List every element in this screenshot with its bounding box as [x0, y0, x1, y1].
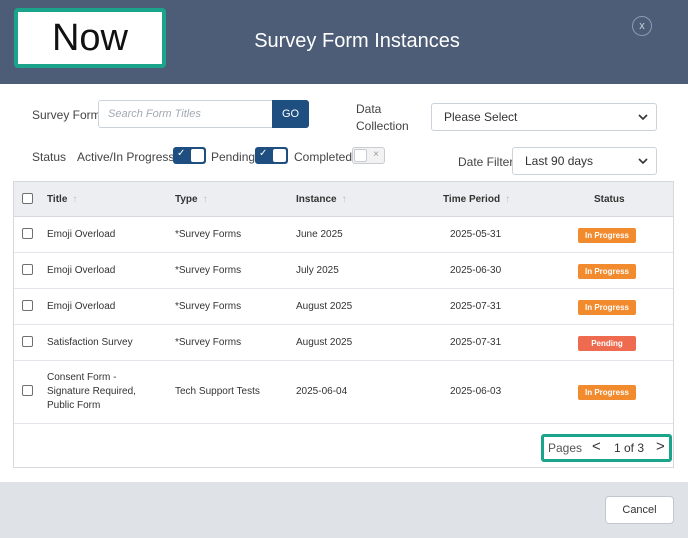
row-checkbox[interactable] [22, 264, 33, 275]
row-time-period: 2025-05-31 [450, 229, 502, 240]
row-title[interactable]: Emoji Overload [47, 301, 116, 312]
row-title-line[interactable]: Consent Form - [47, 372, 117, 383]
active-toggle[interactable]: ✓ [173, 147, 206, 164]
data-collection-label-line2: Collection [356, 119, 409, 133]
pagination-label: Pages [548, 441, 583, 455]
check-icon: ✓ [177, 148, 186, 159]
date-filter-label: Date Filter [458, 155, 514, 169]
column-header-instance-label: Instance [296, 194, 337, 205]
modal-footer [0, 482, 688, 538]
sort-arrow-icon: ↑ [341, 194, 347, 205]
chevron-down-icon [638, 158, 648, 165]
row-type: *Survey Forms [175, 265, 242, 276]
row-time-period: 2025-06-03 [450, 386, 502, 397]
column-header-time-period-label: Time Period [443, 194, 501, 205]
status-badge: In Progress [578, 300, 636, 315]
row-title-line[interactable]: Signature Required, [47, 386, 136, 397]
column-header-instance[interactable]: Instance ↑ [296, 194, 347, 205]
next-page-button[interactable]: > [656, 438, 665, 455]
select-all-checkbox[interactable] [22, 193, 33, 204]
row-checkbox[interactable] [22, 385, 33, 396]
row-title[interactable]: Emoji Overload [47, 265, 116, 276]
row-instance: July 2025 [296, 265, 339, 276]
table-row[interactable]: Satisfaction Survey *Survey Forms August… [14, 325, 673, 361]
page-indicator: 1 of 3 [614, 441, 645, 455]
go-button[interactable]: GO [272, 100, 309, 128]
previous-page-button[interactable]: < [592, 438, 601, 455]
pending-toggle[interactable]: ✓ [255, 147, 288, 164]
column-header-title-label: Title [47, 194, 68, 205]
data-collection-label-line1: Data [356, 102, 382, 116]
row-checkbox[interactable] [22, 228, 33, 239]
status-badge: In Progress [578, 264, 636, 279]
survey-form-label: Survey Form [32, 108, 101, 122]
row-instance: June 2025 [296, 229, 343, 240]
row-type: *Survey Forms [175, 301, 242, 312]
column-header-type[interactable]: Type ↑ [175, 194, 208, 205]
status-label: Status [32, 150, 67, 164]
now-callout-label: Now [51, 16, 129, 59]
check-icon: ✓ [259, 148, 268, 159]
pagination: Pages < 1 of 3 > [541, 434, 672, 462]
modal-title: Survey Form Instances [254, 30, 460, 52]
sort-arrow-icon: ↑ [72, 194, 78, 205]
table-row[interactable]: Emoji Overload *Survey Forms June 2025 2… [14, 217, 673, 253]
completed-toggle[interactable]: × [352, 147, 385, 164]
sort-arrow-icon: ↑ [505, 194, 511, 205]
active-toggle-label: Active/In Progress [77, 150, 175, 164]
row-time-period: 2025-07-31 [450, 337, 502, 348]
row-checkbox[interactable] [22, 300, 33, 311]
row-instance: August 2025 [296, 337, 353, 348]
column-header-title[interactable]: Title ↑ [47, 194, 77, 205]
status-badge: In Progress [578, 228, 636, 243]
row-type: Tech Support Tests [175, 386, 260, 397]
row-checkbox[interactable] [22, 336, 33, 347]
table-row[interactable]: Emoji Overload *Survey Forms August 2025… [14, 289, 673, 325]
row-type: *Survey Forms [175, 229, 242, 240]
date-filter-value: Last 90 days [525, 154, 594, 168]
toggle-knob [354, 149, 367, 162]
status-badge: In Progress [578, 385, 636, 400]
now-callout: Now [14, 8, 166, 68]
row-title-line[interactable]: Public Form [47, 400, 101, 411]
toggle-knob [273, 149, 286, 162]
row-title[interactable]: Satisfaction Survey [47, 337, 133, 348]
sort-arrow-icon: ↑ [202, 194, 208, 205]
close-button[interactable]: x [632, 16, 652, 36]
table-header: Title ↑ Type ↑ Instance ↑ Time Period ↑ Stat… [14, 182, 673, 217]
close-icon: x [639, 20, 645, 32]
status-badge: Pending [578, 336, 636, 351]
row-title[interactable]: Emoji Overload [47, 229, 116, 240]
row-time-period: 2025-07-31 [450, 301, 502, 312]
completed-toggle-label: Completed [294, 150, 353, 164]
x-icon: × [373, 149, 379, 160]
toggle-knob [191, 149, 204, 162]
row-instance: August 2025 [296, 301, 353, 312]
modal-header: Now Survey Form Instances x [0, 0, 688, 84]
data-collection-select[interactable]: Please Select [431, 103, 657, 131]
data-collection-value: Please Select [444, 110, 518, 124]
table-row[interactable]: Consent Form - Signature Required, Publi… [14, 361, 673, 424]
chevron-down-icon [638, 114, 648, 121]
column-header-time-period[interactable]: Time Period ↑ [443, 194, 510, 205]
cancel-button[interactable]: Cancel [605, 496, 674, 524]
date-filter-select[interactable]: Last 90 days [512, 147, 657, 175]
pending-toggle-label: Pending [211, 150, 256, 164]
row-type: *Survey Forms [175, 337, 242, 348]
row-time-period: 2025-06-30 [450, 265, 502, 276]
search-input[interactable] [98, 100, 273, 128]
instances-table: Title ↑ Type ↑ Instance ↑ Time Period ↑ Stat… [13, 181, 674, 468]
table-row[interactable]: Emoji Overload *Survey Forms July 2025 2… [14, 253, 673, 289]
column-header-status: Status [594, 194, 625, 205]
row-instance: 2025-06-04 [296, 386, 348, 397]
column-header-type-label: Type [175, 194, 198, 205]
